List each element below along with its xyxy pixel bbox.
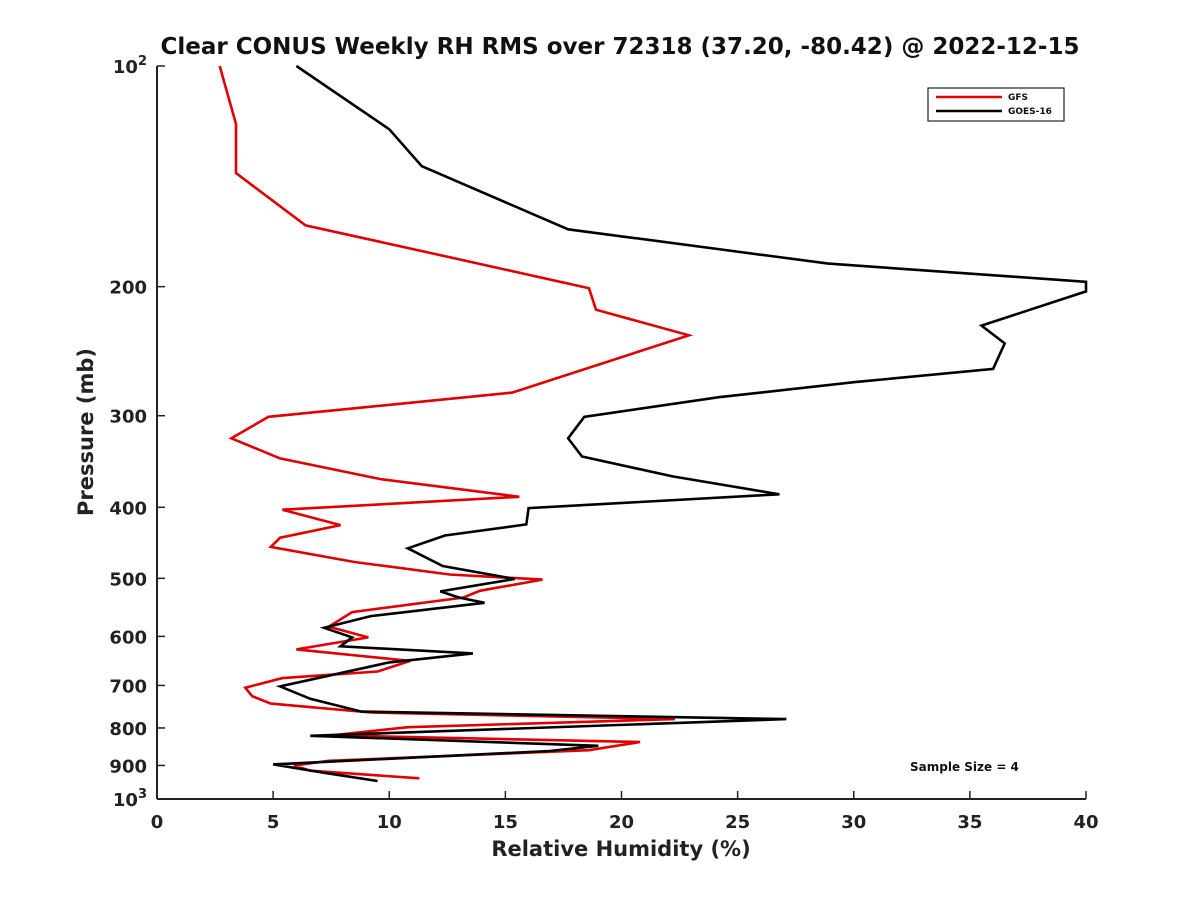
x-tick-label: 10 [377, 812, 402, 833]
y-tick-label: 700 [109, 676, 147, 697]
x-tick-label: 5 [267, 812, 280, 833]
y-tick-label: 400 [109, 498, 147, 519]
x-tick-label: 25 [725, 812, 750, 833]
x-ticks: 0 5 10 15 20 25 30 35 40 [151, 791, 1099, 833]
sample-size-annotation: Sample Size = 4 [910, 760, 1019, 774]
x-tick-label: 15 [493, 812, 518, 833]
y-tick-label: 800 [109, 719, 147, 740]
y-ticks: 102 200 300 400 500 600 700 800 900 103 [109, 54, 165, 811]
y-tick-label: 600 [109, 627, 147, 648]
y-tick-label: 102 [113, 54, 147, 78]
series-line-gfs [218, 65, 694, 780]
x-axis-label: Relative Humidity (%) [491, 837, 750, 861]
chart-title: Clear CONUS Weekly RH RMS over 72318 (37… [161, 34, 1080, 60]
x-tick-label: 30 [841, 812, 866, 833]
legend-label-gfs: GFS [1008, 93, 1028, 103]
legend: GFS GOES-16 [927, 87, 1065, 122]
y-tick-label: 300 [109, 407, 147, 428]
series-line-goes16 [272, 64, 1088, 783]
plot-area [218, 64, 1088, 783]
x-tick-label: 20 [609, 812, 634, 833]
legend-label-goes16: GOES-16 [1008, 107, 1052, 117]
y-axis-label: Pressure (mb) [74, 348, 98, 516]
y-tick-label: 200 [109, 278, 147, 299]
y-tick-label: 103 [113, 787, 147, 811]
x-tick-label: 35 [957, 812, 982, 833]
y-tick-label: 500 [109, 569, 147, 590]
x-tick-label: 40 [1073, 812, 1098, 833]
y-tick-label: 900 [109, 756, 147, 777]
x-tick-label: 0 [151, 812, 164, 833]
legend-box [927, 87, 1065, 122]
